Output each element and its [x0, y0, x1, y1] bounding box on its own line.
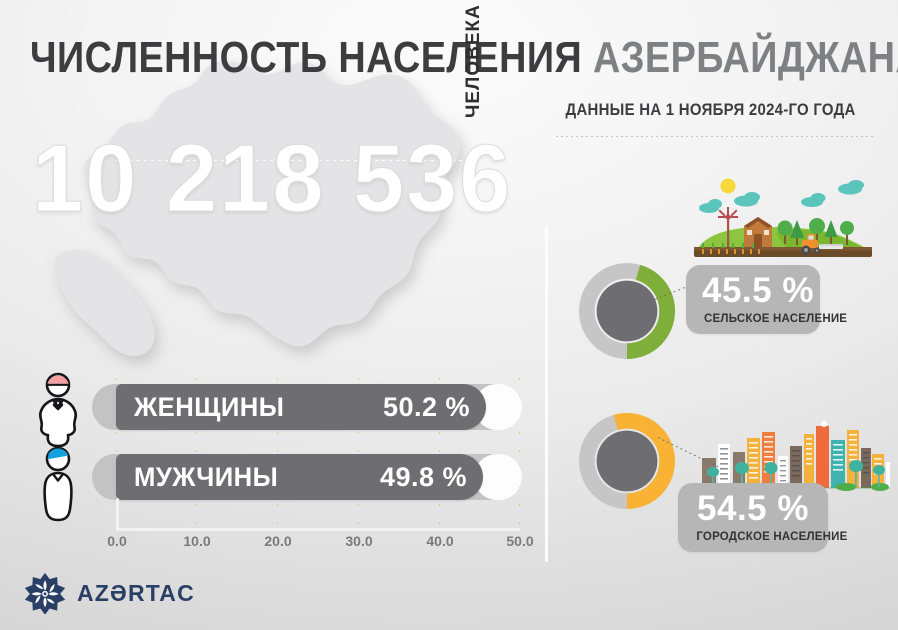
azertac-wordmark: AZƏRTAC [77, 579, 195, 606]
grid-line [519, 378, 520, 528]
bar-value-women: 50.2 % [382, 391, 470, 422]
axis-x-line [116, 528, 520, 531]
bar-track-women: ЖЕНЩИНЫ 50.2 % [92, 384, 522, 430]
rural-donut-chart [578, 262, 676, 360]
axis-tick-labels: 0.0 10.0 20.0 30.0 40.0 50.0 [14, 533, 534, 555]
bar-fill-women: ЖЕНЩИНЫ 50.2 % [116, 384, 486, 430]
page-title: ЧИСЛЕННОСТЬ НАСЕЛЕНИЯ АЗЕРБАЙДЖАНА [30, 33, 898, 82]
population-unit: ЧЕЛОВЕКА [463, 4, 484, 118]
tick-label: 10.0 [183, 533, 211, 549]
bar-track-men: МУЖЧИНЫ 49.8 % [92, 454, 522, 500]
grid-line [277, 378, 278, 528]
grid-line [358, 378, 359, 528]
azertac-star-icon [24, 572, 66, 614]
urban-caption: ГОРОДСКОЕ НАСЕЛЕНИЕ [696, 528, 848, 543]
rural-percent: 45.5 % [702, 271, 814, 310]
tick-label: 30.0 [345, 533, 373, 549]
rural-caption: СЕЛЬСКОЕ НАСЕЛЕНИЕ [704, 310, 848, 325]
female-icon [30, 372, 86, 448]
urban-donut-chart [578, 412, 676, 510]
bar-label-men: МУЖЧИНЫ [134, 461, 279, 492]
grid-line [439, 378, 440, 528]
title-main: ЧИСЛЕННОСТЬ НАСЕЛЕНИЯ [30, 33, 594, 82]
subtitle: ДАННЫЕ НА 1 НОЯБРЯ 2024-ГО ГОДА [565, 100, 856, 119]
population-value: 10 218 536 [32, 125, 513, 232]
bar-value-men: 49.8 % [379, 461, 467, 492]
azertac-logo[interactable]: AZƏRTAC [24, 572, 195, 614]
urban-stat-card: 54.5 % ГОРОДСКОЕ НАСЕЛЕНИЕ [678, 483, 848, 552]
grid-line [116, 378, 117, 528]
tick-label: 40.0 [426, 533, 454, 549]
bar-label-women: ЖЕНЩИНЫ [134, 391, 285, 422]
title-accent: АЗЕРБАЙДЖАНА [593, 33, 898, 82]
rural-stat-card: 45.5 % СЕЛЬСКОЕ НАСЕЛЕНИЕ [686, 265, 848, 334]
bar-fill-men: МУЖЧИНЫ 49.8 % [116, 454, 483, 500]
gender-bar-chart: ЖЕНЩИНЫ 50.2 % МУЖЧИНЫ 49.8 % [14, 372, 534, 553]
urban-percent: 54.5 % [697, 489, 809, 528]
axis-y-stub [116, 498, 119, 531]
grid-line [196, 378, 197, 528]
male-icon [30, 446, 86, 522]
tick-label: 50.0 [506, 533, 534, 549]
farm-illustration [690, 170, 890, 270]
header-divider [556, 136, 876, 137]
tick-label: 20.0 [264, 533, 292, 549]
number-dotted-line [116, 160, 476, 161]
section-divider [545, 226, 548, 562]
tick-label: 0.0 [107, 533, 127, 549]
